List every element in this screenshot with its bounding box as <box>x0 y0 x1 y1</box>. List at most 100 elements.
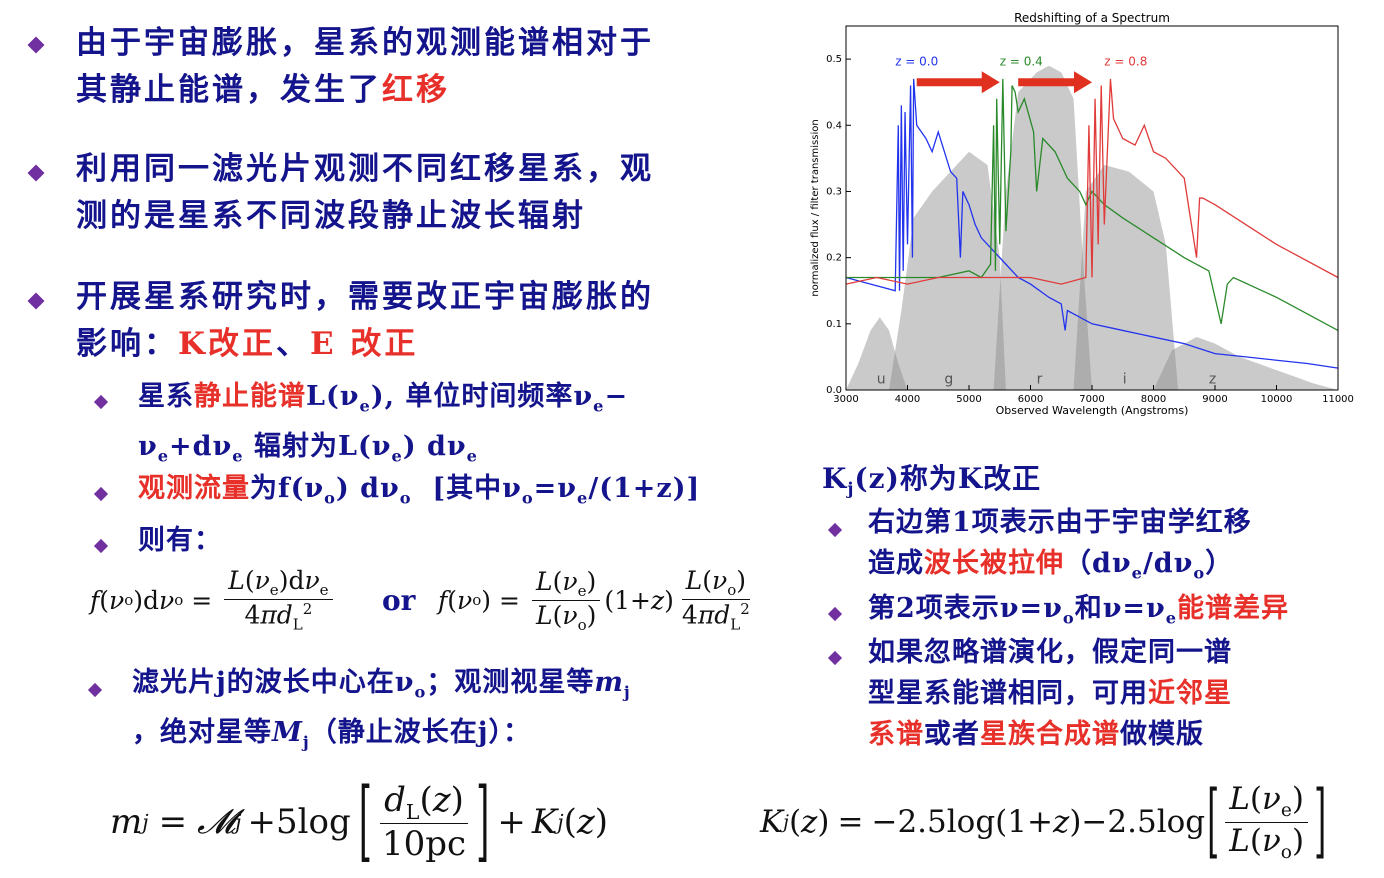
x-axis-label: Observed Wavelength (Angstroms) <box>996 404 1189 417</box>
subscript: j <box>623 682 631 702</box>
bullet-3: 开展星系研究时，需要改正宇宙膨胀的 影响：K改正、E 改正 <box>76 274 654 368</box>
subscript: o <box>414 682 427 702</box>
spectrum-difference-term: 能谱差异 <box>1177 593 1290 624</box>
k-item-3: 如果忽略谱演化，假定同一谱 型星系能谱相同，可用近邻星 系谱或者星族合成谱做模版 <box>868 632 1232 755</box>
synthesis-term: 星族合成谱 <box>980 719 1120 750</box>
text: 滤光片j的波长中心在ν <box>132 667 415 698</box>
flux-equation: f(ν o)d ν o = L(νe)dνe 4πdL2 <box>90 560 337 640</box>
redshift-arrow-1 <box>1018 78 1076 87</box>
x-tick-label: 4000 <box>895 394 920 405</box>
k-item-1: 右边第1项表示由于宇宙学红移 造成波长被拉伸（dνe/dνo） <box>868 502 1252 593</box>
subscript: j <box>847 478 855 499</box>
text: ), 单位时间频率ν <box>370 381 594 412</box>
spectrum-line-1 <box>846 78 1339 332</box>
y-tick-label: 0.5 <box>826 54 842 65</box>
text: ) dν <box>335 473 400 504</box>
sub-bullet-then: 则有： <box>138 525 222 556</box>
text: L(ν <box>306 381 360 412</box>
y-tick-label: 0.2 <box>826 253 842 264</box>
filter-curve-g <box>889 151 1006 390</box>
x-tick-label: 9000 <box>1202 394 1227 405</box>
band-label-g: g <box>944 371 953 387</box>
text: /(1+z)] <box>588 473 701 504</box>
x-tick-label: 7000 <box>1079 394 1104 405</box>
filter-curve-r <box>993 65 1092 390</box>
text: K <box>822 462 848 495</box>
text: （dν <box>1064 548 1132 579</box>
subscript: o <box>1193 563 1206 583</box>
bullet-2-line1: 利用同一滤光片观测不同红移星系，观 <box>76 151 654 187</box>
series-label: z = 0.0 <box>895 55 938 69</box>
band-label-r: r <box>1037 371 1043 387</box>
subscript: e <box>593 396 605 416</box>
text: 星系 <box>138 381 194 412</box>
text: （静止波长在j）： <box>309 717 532 749</box>
spectrum-line-2 <box>845 78 1339 285</box>
text: 为f(ν <box>250 473 325 504</box>
text: ，绝对星等 <box>132 717 272 749</box>
y-tick-label: 0.0 <box>826 385 842 396</box>
bullet-1-line2: 其静止能谱，发生了 <box>76 72 382 108</box>
band-label-u: u <box>877 371 886 387</box>
redshift-arrowhead-1 <box>1074 71 1092 94</box>
text: /dν <box>1142 548 1194 579</box>
text: ) dν <box>402 431 467 463</box>
x-tick-label: 10000 <box>1261 394 1293 405</box>
observed-flux-term: 观测流量 <box>138 473 250 504</box>
text: 第2项表示ν=ν <box>868 593 1063 624</box>
separator: 、 <box>275 326 310 362</box>
text: =ν <box>533 473 578 504</box>
nearby-term: 近邻星 <box>1148 678 1232 709</box>
band-label-z: z <box>1209 371 1216 387</box>
sub-bullet-filter: 滤光片j的波长中心在νo；观测视星等mj ，绝对星等Mj（静止波长在j）： <box>132 662 631 763</box>
text: 右边第1项表示由于宇宙学红移 <box>868 507 1252 538</box>
redshift-term: 红移 <box>382 72 450 108</box>
subscript: e <box>359 396 371 416</box>
bullet-3-line1: 开展星系研究时，需要改正宇宙膨胀的 <box>76 279 654 315</box>
y-tick-label: 0.3 <box>826 186 842 197</box>
y-tick-label: 0.1 <box>826 319 842 330</box>
subscript: e <box>1131 563 1143 583</box>
or-label: or <box>382 584 416 617</box>
filter-curve-u <box>846 317 908 390</box>
redshift-arrowhead-0 <box>981 71 1000 94</box>
k-item-2: 第2项表示ν=νo和ν=νe能谱差异 <box>868 588 1289 638</box>
bullet-2: 利用同一滤光片观测不同红移星系，观 测的是星系不同波段静止波长辐射 <box>76 146 654 240</box>
text: 造成 <box>868 548 924 579</box>
text: 型星系能谱相同，可用 <box>868 678 1148 709</box>
bullet-1: 由于宇宙膨胀，星系的观测能谱相对于 其静止能谱，发生了红移 <box>76 20 654 114</box>
k-correction-title: Kj(z)称为K改正 <box>822 458 1041 510</box>
flux-ratio-equation: f(ν o) = L(νe) L(νo) (1+ z) L(νo) 4πdL2 <box>438 566 751 634</box>
e-correction-term: E 改正 <box>309 326 419 362</box>
text: (z)称为K改正 <box>854 462 1042 495</box>
x-tick-label: 5000 <box>956 394 981 405</box>
text: ；观测视星等 <box>426 667 595 698</box>
spectrum-line-0 <box>845 78 1339 369</box>
rest-spectrum-term: 静止能谱 <box>194 381 306 412</box>
subscript: e <box>577 488 589 508</box>
chart-title: Redshifting of a Spectrum <box>1014 11 1170 25</box>
series-label: z = 0.8 <box>1104 55 1147 69</box>
bullet-2-line2: 测的是星系不同波段静止波长辐射 <box>76 198 586 234</box>
subscript: j <box>302 732 310 752</box>
x-tick-label: 11000 <box>1322 394 1354 405</box>
wavelength-stretch-term: 波长被拉伸 <box>924 548 1064 579</box>
apparent-mag-symbol: m <box>594 667 624 698</box>
subscript: e <box>391 446 403 466</box>
absolute-mag-symbol: M <box>272 717 303 749</box>
y-axis-label: normalized flux / filter transmission <box>810 119 821 296</box>
redshift-spectrum-chart: z = 0.0 z = 0.4 z = 0.8 u g r i z 3000 4000 5000 60… <box>810 11 1354 417</box>
k-correction-term: K改正 <box>178 326 276 362</box>
y-tick-label: 0.4 <box>826 120 842 131</box>
text: 和ν=ν <box>1074 593 1166 624</box>
sub-bullet-observed-flux: 观测流量为f(νo) dνo [其中νo=νe/(1+z)] <box>138 468 700 518</box>
text: 辐射为L(ν <box>243 431 392 463</box>
text: − <box>604 381 629 412</box>
redshift-arrow-0 <box>916 78 984 87</box>
band-label-i: i <box>1123 371 1127 387</box>
text: ν <box>138 431 158 463</box>
subscript: o <box>399 488 412 508</box>
text: ） <box>1205 548 1234 579</box>
